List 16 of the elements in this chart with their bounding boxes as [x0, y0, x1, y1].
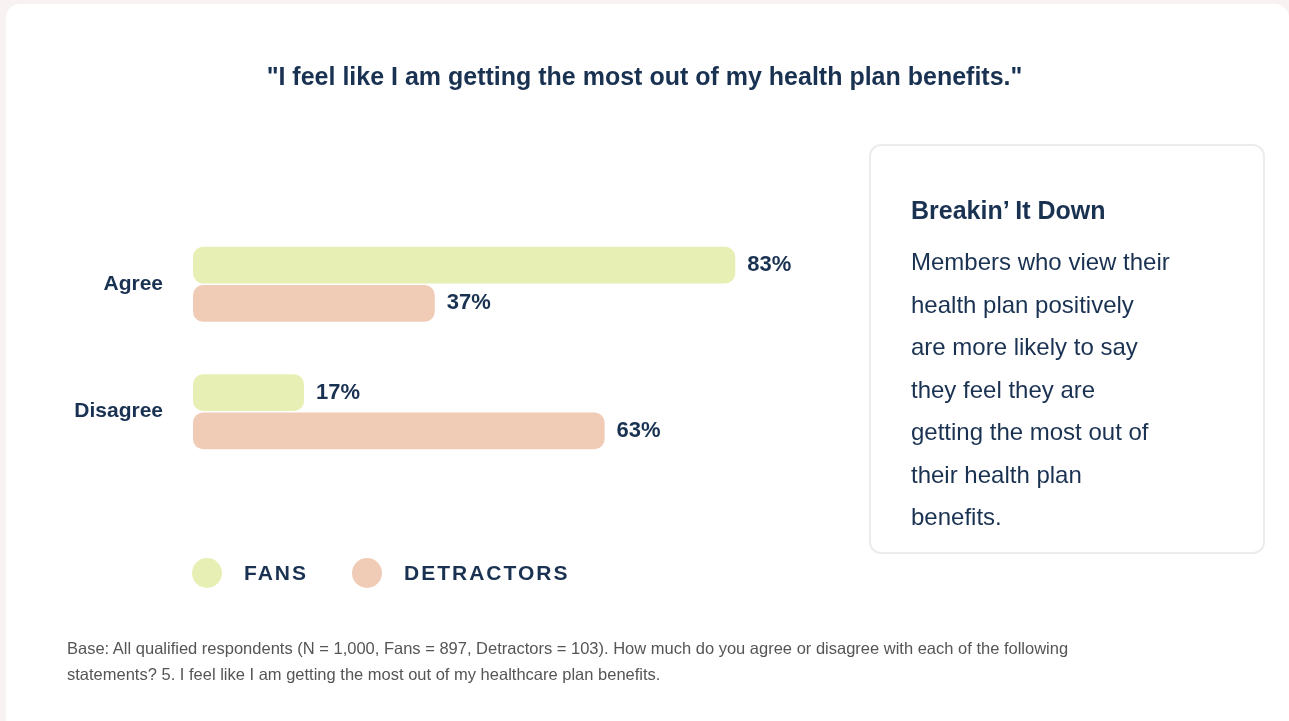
legend-label: DETRACTORS: [404, 561, 570, 585]
bar: [193, 246, 736, 284]
text: Breakin’ It Down: [911, 196, 1107, 225]
data-label: 37%: [446, 289, 491, 315]
data-label: 63%: [616, 416, 661, 442]
legend-label: FANS: [244, 561, 309, 585]
bar: [193, 412, 605, 450]
data-label: 17%: [316, 378, 361, 404]
text: Base: All qualified respondents (N = 1,000, Fans = 897, Detractors = 103). How much do you agree or disagree with each of the following statements? 5. I feel like I am getting the most out of my healthcare plan benefits.: [67, 638, 1070, 685]
text: Members who view their health plan positively are more likely to say they feel they are getting the most out of their health plan benefits.: [911, 247, 1171, 532]
data-label: 83%: [747, 251, 792, 277]
bar: [193, 374, 305, 411]
y-tick-label: Disagree: [74, 398, 163, 422]
bar: [193, 285, 435, 322]
chart-title: "I feel like I am getting the most out of my health plan benefits.": [265, 62, 1024, 91]
y-tick-label: Agree: [103, 271, 163, 295]
